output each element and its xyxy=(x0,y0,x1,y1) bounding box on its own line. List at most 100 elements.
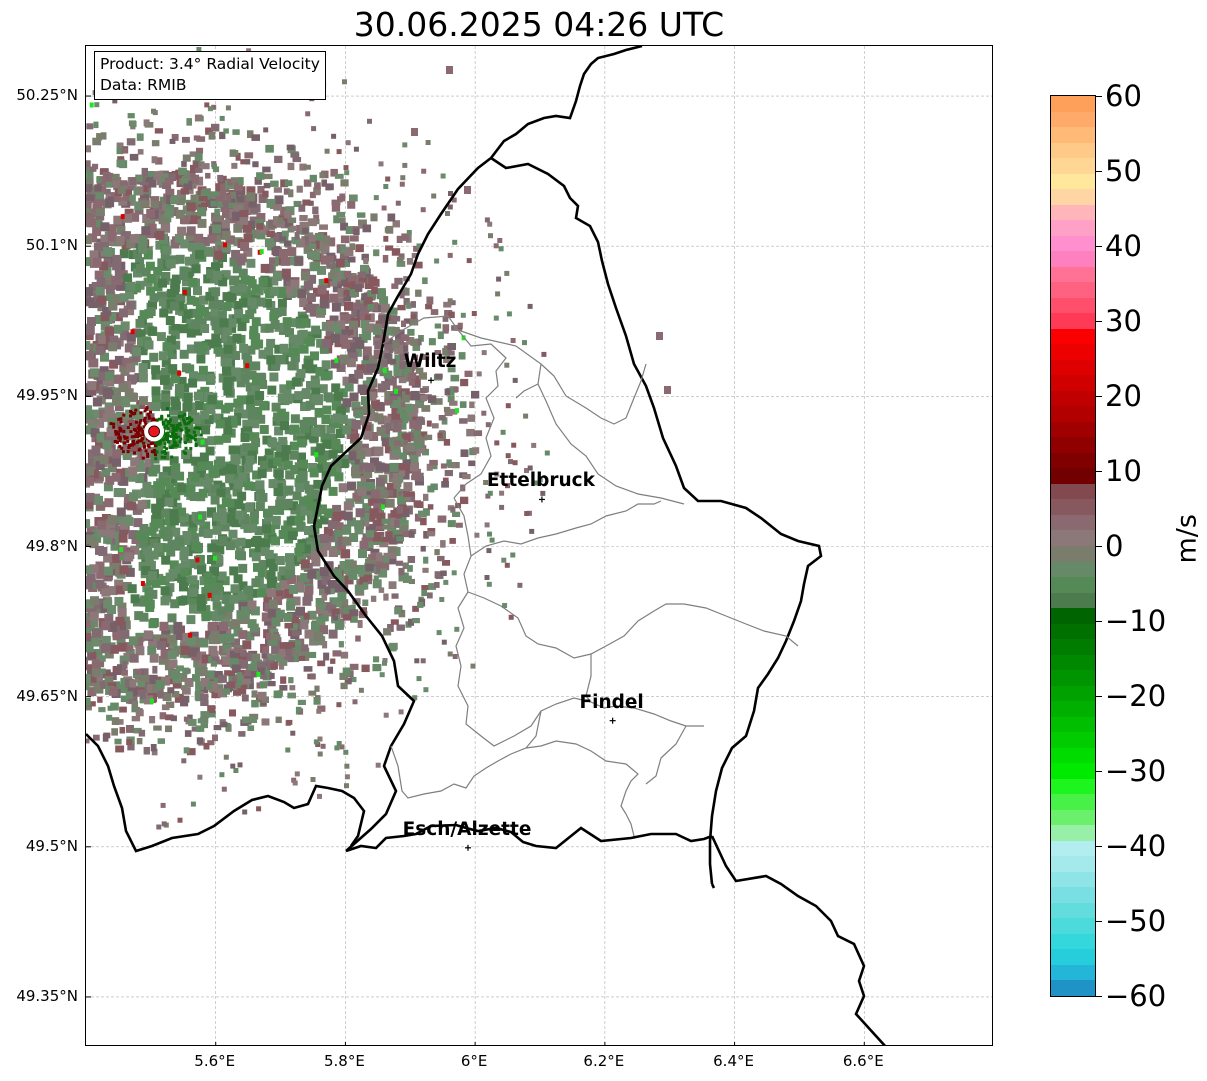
colorbar-segment xyxy=(1051,546,1095,563)
colorbar-segment xyxy=(1051,856,1095,873)
colorbar-segment xyxy=(1051,204,1095,221)
border-belgium-luxembourg xyxy=(312,156,492,852)
colorbar-segment xyxy=(1051,949,1095,966)
colorbar-segment xyxy=(1051,933,1095,951)
colorbar-segment xyxy=(1051,980,1095,996)
lat-tick-label: 49.35°N xyxy=(16,986,78,1005)
colorbar-segment xyxy=(1051,685,1095,702)
colorbar-segment xyxy=(1051,375,1095,392)
colorbar-tick-label: −20 xyxy=(1105,679,1167,713)
colorbar-segment xyxy=(1051,514,1095,532)
colorbar-segment xyxy=(1051,142,1095,159)
colorbar-segment xyxy=(1051,468,1095,485)
radar-site-icon xyxy=(148,425,160,438)
colorbar-segment xyxy=(1051,530,1095,547)
colorbar-segment xyxy=(1051,313,1095,330)
colorbar-tick-label: 0 xyxy=(1105,529,1124,563)
colorbar-tick xyxy=(1096,921,1102,922)
colorbar-tick xyxy=(1096,396,1102,397)
colorbar-tick-label: 40 xyxy=(1105,229,1142,263)
lat-tick-label: 49.8°N xyxy=(25,536,78,555)
colorbar-segment xyxy=(1051,328,1095,345)
colorbar-tick-label: −10 xyxy=(1105,604,1167,638)
colorbar-segment xyxy=(1051,483,1095,501)
velocity-colorbar xyxy=(1050,95,1096,997)
map-canvas xyxy=(86,46,992,1045)
colorbar-segment xyxy=(1051,344,1095,361)
colorbar-tick-label: −50 xyxy=(1105,904,1167,938)
border-belgium-france xyxy=(86,733,366,853)
colorbar-segment xyxy=(1051,437,1095,454)
colorbar-tick xyxy=(1096,696,1102,697)
colorbar-segment xyxy=(1051,96,1095,113)
colorbar-segment xyxy=(1051,158,1095,175)
colorbar-tick xyxy=(1096,96,1102,97)
colorbar-segment xyxy=(1051,825,1095,842)
city-label: Ettelbruck xyxy=(486,470,595,492)
lon-tick-label: 6.6°E xyxy=(842,1052,884,1070)
colorbar-segment xyxy=(1051,840,1095,857)
colorbar-segment xyxy=(1051,887,1095,904)
echo-speck xyxy=(664,386,671,394)
colorbar-segment xyxy=(1051,189,1095,206)
colorbar-segment xyxy=(1051,127,1095,144)
colorbar-segment xyxy=(1051,235,1095,252)
radar-site-marker xyxy=(144,377,616,851)
colorbar-tick-label: −60 xyxy=(1105,979,1167,1013)
colorbar-segment xyxy=(1051,623,1095,640)
colorbar-segment xyxy=(1051,251,1095,268)
radar-map[interactable] xyxy=(85,45,993,1046)
colorbar-segment xyxy=(1051,297,1095,314)
colorbar-segment xyxy=(1051,778,1095,795)
colorbar-segment xyxy=(1051,701,1095,718)
city-label: Esch/Alzette xyxy=(402,818,532,840)
echo-speck xyxy=(464,186,471,194)
colorbar-tick xyxy=(1096,171,1102,172)
colorbar-tick-label: −30 xyxy=(1105,754,1167,788)
colorbar-tick xyxy=(1096,621,1102,622)
border-germany-france xyxy=(710,835,886,1045)
colorbar-segment xyxy=(1051,654,1095,671)
border-germany-east xyxy=(710,883,716,889)
colorbar-segment xyxy=(1051,282,1095,299)
axis-ticks xyxy=(86,95,865,1045)
colorbar-tick xyxy=(1096,546,1102,547)
lat-tick-label: 49.65°N xyxy=(16,686,78,705)
lon-tick-label: 6°E xyxy=(460,1052,488,1070)
colorbar-tick xyxy=(1096,471,1102,472)
colorbar-segment xyxy=(1051,902,1095,919)
colorbar-unit: m/s xyxy=(1171,514,1203,564)
colorbar-segment xyxy=(1051,266,1095,283)
colorbar-tick-label: 60 xyxy=(1105,79,1142,113)
colorbar-segment xyxy=(1051,111,1095,128)
colorbar-segment xyxy=(1051,499,1095,516)
echo-speck xyxy=(411,128,418,136)
lon-tick-label: 6.2°E xyxy=(583,1052,625,1070)
colorbar-segment xyxy=(1051,747,1095,764)
colorbar-segment xyxy=(1051,608,1095,625)
product-info-box: Product: 3.4° Radial Velocity Data: RMIB xyxy=(94,51,326,100)
colorbar-tick xyxy=(1096,846,1102,847)
data-source-label: Data: RMIB xyxy=(100,76,187,94)
canton-borders xyxy=(382,315,799,837)
colorbar-segment xyxy=(1051,964,1095,982)
colorbar-segment xyxy=(1051,173,1095,190)
colorbar-segment xyxy=(1051,561,1095,578)
colorbar-segment xyxy=(1051,220,1095,237)
lat-tick-label: 50.1°N xyxy=(25,236,78,255)
colorbar-tick xyxy=(1096,321,1102,322)
echo-speck xyxy=(446,66,453,74)
colorbar-segment xyxy=(1051,452,1095,469)
colorbar-tick-label: 10 xyxy=(1105,454,1142,488)
colorbar-segment xyxy=(1051,421,1095,438)
lat-tick-label: 49.5°N xyxy=(25,836,78,855)
colorbar-tick xyxy=(1096,771,1102,772)
lat-tick-label: 50.25°N xyxy=(16,86,78,105)
chart-title: 30.06.2025 04:26 UTC xyxy=(353,5,725,44)
colorbar-segment xyxy=(1051,359,1095,376)
colorbar-tick-label: 20 xyxy=(1105,379,1142,413)
city-label: Wiltz xyxy=(403,351,457,373)
colorbar-segment xyxy=(1051,577,1095,594)
product-label: Product: 3.4° Radial Velocity xyxy=(100,55,320,73)
borders xyxy=(86,46,886,1045)
